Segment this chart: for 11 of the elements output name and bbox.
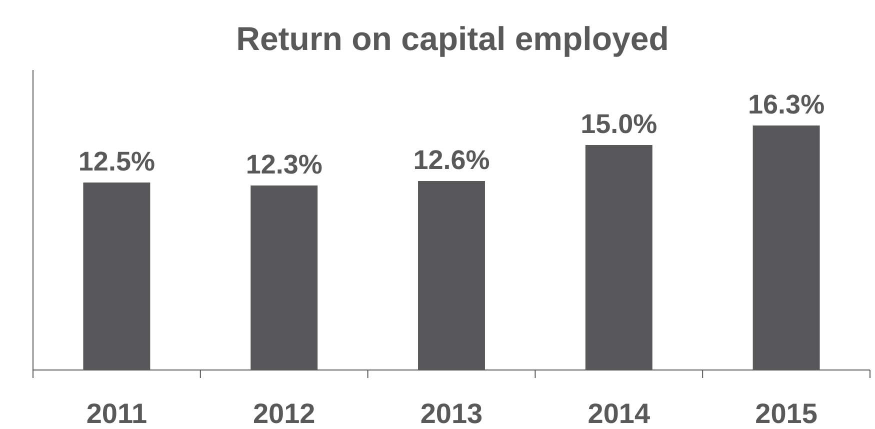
chart-title: Return on capital employed [236,20,669,57]
x-tick-label: 2015 [755,398,818,429]
data-label: 12.3% [246,150,322,180]
x-tick-label: 2012 [252,398,316,429]
data-label: 12.6% [413,145,490,175]
data-label: 12.5% [78,146,155,176]
x-tick-label: 2014 [588,398,650,429]
x-tick-label: 2011 [86,398,148,429]
x-tick-label: 2013 [420,398,483,429]
data-label: 15.0% [580,109,658,139]
data-label: 16.3% [748,90,825,120]
